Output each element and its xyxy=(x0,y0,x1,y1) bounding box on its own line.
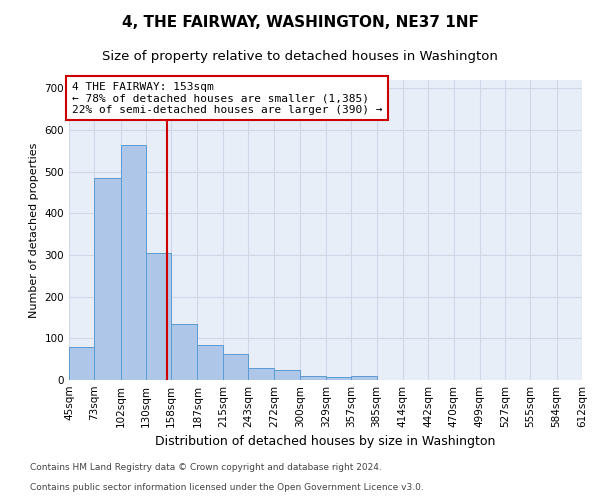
Text: Contains HM Land Registry data © Crown copyright and database right 2024.: Contains HM Land Registry data © Crown c… xyxy=(30,464,382,472)
Bar xyxy=(300,376,326,380)
Bar xyxy=(351,376,377,380)
Bar xyxy=(171,324,197,380)
X-axis label: Distribution of detached houses by size in Washington: Distribution of detached houses by size … xyxy=(155,436,496,448)
Bar xyxy=(274,370,300,380)
Bar xyxy=(248,368,274,380)
Bar xyxy=(94,178,121,380)
Text: 4 THE FAIRWAY: 153sqm
← 78% of detached houses are smaller (1,385)
22% of semi-d: 4 THE FAIRWAY: 153sqm ← 78% of detached … xyxy=(71,82,382,114)
Bar xyxy=(197,346,223,380)
Y-axis label: Number of detached properties: Number of detached properties xyxy=(29,142,39,318)
Text: Contains public sector information licensed under the Open Government Licence v3: Contains public sector information licen… xyxy=(30,484,424,492)
Bar xyxy=(121,144,146,380)
Bar xyxy=(326,376,351,380)
Bar xyxy=(69,346,94,380)
Text: 4, THE FAIRWAY, WASHINGTON, NE37 1NF: 4, THE FAIRWAY, WASHINGTON, NE37 1NF xyxy=(122,15,478,30)
Bar xyxy=(223,354,248,380)
Bar xyxy=(146,253,171,380)
Text: Size of property relative to detached houses in Washington: Size of property relative to detached ho… xyxy=(102,50,498,63)
